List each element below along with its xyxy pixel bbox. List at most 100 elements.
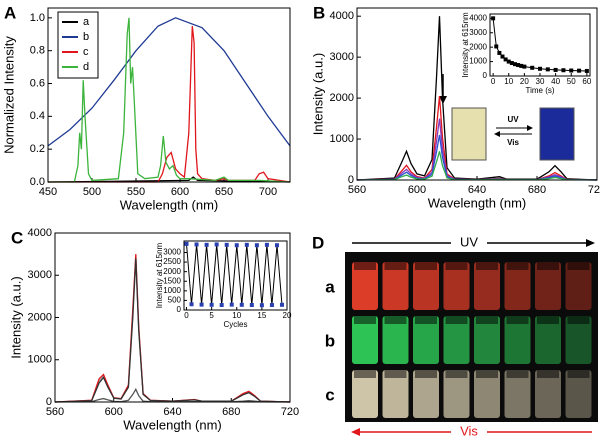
arrow-head <box>351 428 360 436</box>
arrow-head <box>586 239 595 247</box>
vial-cap <box>537 370 559 378</box>
arrow-label: UV <box>507 115 519 124</box>
marker <box>500 54 505 59</box>
vial-cap <box>415 370 437 378</box>
y-tick-label: 0.4 <box>30 110 45 122</box>
vial <box>382 262 409 310</box>
marker <box>264 242 269 247</box>
row-label: a <box>325 277 335 296</box>
x-tick-label: 650 <box>215 186 233 198</box>
series-line <box>356 16 598 181</box>
marker <box>184 241 189 246</box>
marker <box>259 303 264 308</box>
vial-cap <box>415 316 437 324</box>
x-tick-label: 60 <box>582 77 591 86</box>
row-label: b <box>325 331 335 350</box>
vial-cap <box>384 262 407 270</box>
x-axis-label: Wavelength (nm) <box>120 197 219 212</box>
vial-cap <box>567 370 590 378</box>
y-axis-label: Intensity at 615nm <box>155 242 164 308</box>
series-line <box>54 387 291 403</box>
series-line <box>54 258 291 403</box>
vial-cap <box>476 370 498 378</box>
marker <box>553 67 558 72</box>
marker <box>530 65 535 70</box>
marker <box>209 302 214 307</box>
x-tick-label: 720 <box>281 406 299 418</box>
vial <box>565 370 592 418</box>
y-tick-label: 1000 <box>28 354 52 366</box>
vial <box>535 316 561 364</box>
x-tick-label: 10 <box>232 311 241 320</box>
vial <box>413 316 439 364</box>
y-axis-label: Intensity (a.u.) <box>310 53 325 135</box>
x-tick-label: 680 <box>528 184 546 196</box>
plot-frame <box>47 7 291 183</box>
legend-label: a <box>83 16 90 28</box>
series-line <box>356 118 598 181</box>
vial <box>352 262 378 310</box>
marker <box>506 59 511 64</box>
y-tick-label: 1.0 <box>30 12 45 24</box>
y-tick-label: 0.8 <box>30 45 45 57</box>
y-axis-label: Intensity at 615nm <box>461 12 470 78</box>
x-tick-label: 550 <box>127 186 145 198</box>
vial-cap <box>354 316 376 324</box>
y-tick-label: 500 <box>168 296 182 305</box>
y-tick-label: 3000 <box>28 269 52 281</box>
x-tick-label: 640 <box>468 184 486 196</box>
y-tick-label: 4000 <box>28 227 52 239</box>
marker <box>249 303 254 308</box>
vial <box>504 370 531 418</box>
label-bg <box>451 425 487 439</box>
vial-cap <box>415 262 437 270</box>
series-line <box>47 17 291 147</box>
vial-cap <box>567 262 590 270</box>
y-tick-label: 0 <box>46 396 52 408</box>
arrow-head <box>494 131 500 137</box>
vial <box>474 262 500 310</box>
x-tick-label: 720 <box>588 184 600 196</box>
vial-cap <box>354 262 376 270</box>
x-tick-label: 500 <box>83 186 101 198</box>
x-tick-label: 600 <box>105 406 123 418</box>
vial-cap <box>354 370 376 378</box>
marker <box>244 242 249 247</box>
marker <box>545 67 550 72</box>
y-tick-label: 3000 <box>163 248 181 257</box>
vial <box>443 316 470 364</box>
y-tick-label: 3000 <box>330 51 354 63</box>
label-bg <box>451 236 487 250</box>
panel-label: D <box>312 233 324 252</box>
y-tick-label: 0 <box>483 71 488 80</box>
vial <box>413 262 439 310</box>
marker <box>519 63 524 68</box>
vial-cap <box>506 316 529 324</box>
vial <box>535 262 561 310</box>
marker <box>239 302 244 307</box>
vial <box>504 316 531 364</box>
marker <box>561 68 566 73</box>
y-tick-label: 1000 <box>330 133 354 145</box>
y-axis-label: Intensity (a.u.) <box>8 276 23 358</box>
plot-frame <box>489 13 591 77</box>
x-tick-label: 50 <box>567 77 576 86</box>
y-tick-label: 0.2 <box>30 143 45 155</box>
x-tick-label: 0 <box>491 77 496 86</box>
x-tick-label: 10 <box>504 77 513 86</box>
arrow-label: UV <box>460 234 478 249</box>
vial <box>451 107 487 161</box>
vial <box>474 316 500 364</box>
vial-cap <box>537 262 559 270</box>
vial-cap <box>476 262 498 270</box>
legend-label: c <box>83 46 89 58</box>
vial <box>474 370 500 418</box>
vial <box>565 316 592 364</box>
y-tick-label: 0.0 <box>30 176 45 188</box>
vial-cap <box>384 316 407 324</box>
series-line <box>186 243 283 306</box>
inset-background <box>490 14 590 76</box>
x-axis-label: Wavelength (nm) <box>428 195 527 210</box>
marker <box>189 302 194 307</box>
series-line <box>48 26 291 183</box>
